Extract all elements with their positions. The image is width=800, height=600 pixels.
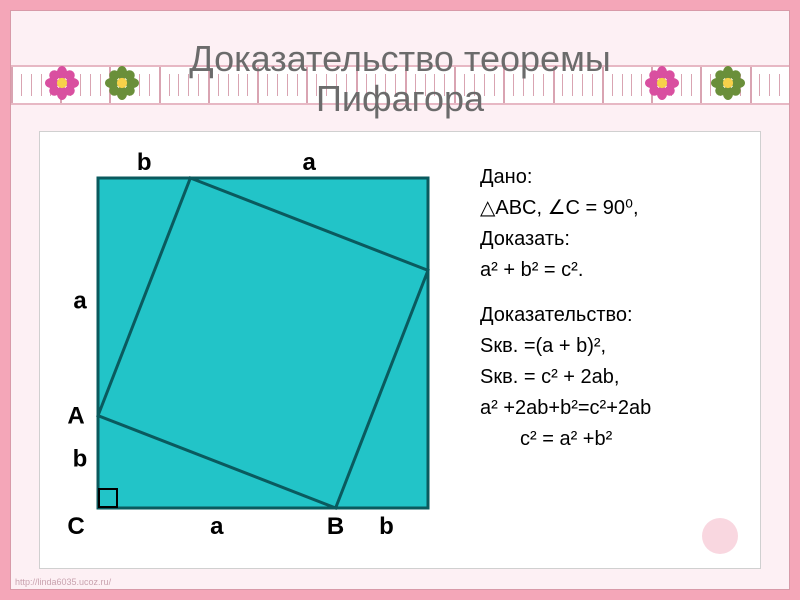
prove-line: a² + b² = c². xyxy=(480,255,740,286)
given-label: Дано: xyxy=(480,162,740,193)
title-line-2: Пифагора xyxy=(316,78,484,119)
svg-text:b: b xyxy=(137,149,152,176)
footer-url: http://linda6035.ucoz.ru/ xyxy=(15,577,111,587)
proof-step-4: c² = a² +b² xyxy=(480,424,740,455)
slide-page: Доказательство теоремы Пифагора xyxy=(10,10,790,590)
proof-label: Доказательство: xyxy=(480,300,740,331)
spacer xyxy=(480,286,740,300)
title-line-1: Доказательство теоремы xyxy=(189,38,610,79)
svg-text:a: a xyxy=(210,513,224,540)
page-number-badge xyxy=(702,518,738,554)
slide-frame: Доказательство теоремы Пифагора xyxy=(0,0,800,600)
svg-text:a: a xyxy=(73,288,87,315)
given-line: △ABC, ∠C = 90⁰, xyxy=(480,193,740,224)
proof-step-1: Sкв. =(a + b)², xyxy=(480,331,740,362)
svg-text:B: B xyxy=(327,513,344,540)
proof-step-2: Sкв. = c² + 2ab, xyxy=(480,362,740,393)
svg-text:b: b xyxy=(379,513,394,540)
diagram-svg: baababABC xyxy=(60,144,440,544)
prove-label: Доказать: xyxy=(480,224,740,255)
svg-text:C: C xyxy=(67,513,84,540)
pythagoras-diagram: baababABC xyxy=(60,144,440,544)
svg-text:b: b xyxy=(73,445,88,472)
svg-text:A: A xyxy=(67,403,84,430)
content-panel: baababABC Дано: △ABC, ∠C = 90⁰, Доказать… xyxy=(39,131,761,569)
proof-step-3: a² +2ab+b²=c²+2ab xyxy=(480,393,740,424)
slide-title: Доказательство теоремы Пифагора xyxy=(11,39,789,119)
proof-text-block: Дано: △ABC, ∠C = 90⁰, Доказать: a² + b² … xyxy=(480,162,740,455)
svg-text:a: a xyxy=(303,149,317,176)
